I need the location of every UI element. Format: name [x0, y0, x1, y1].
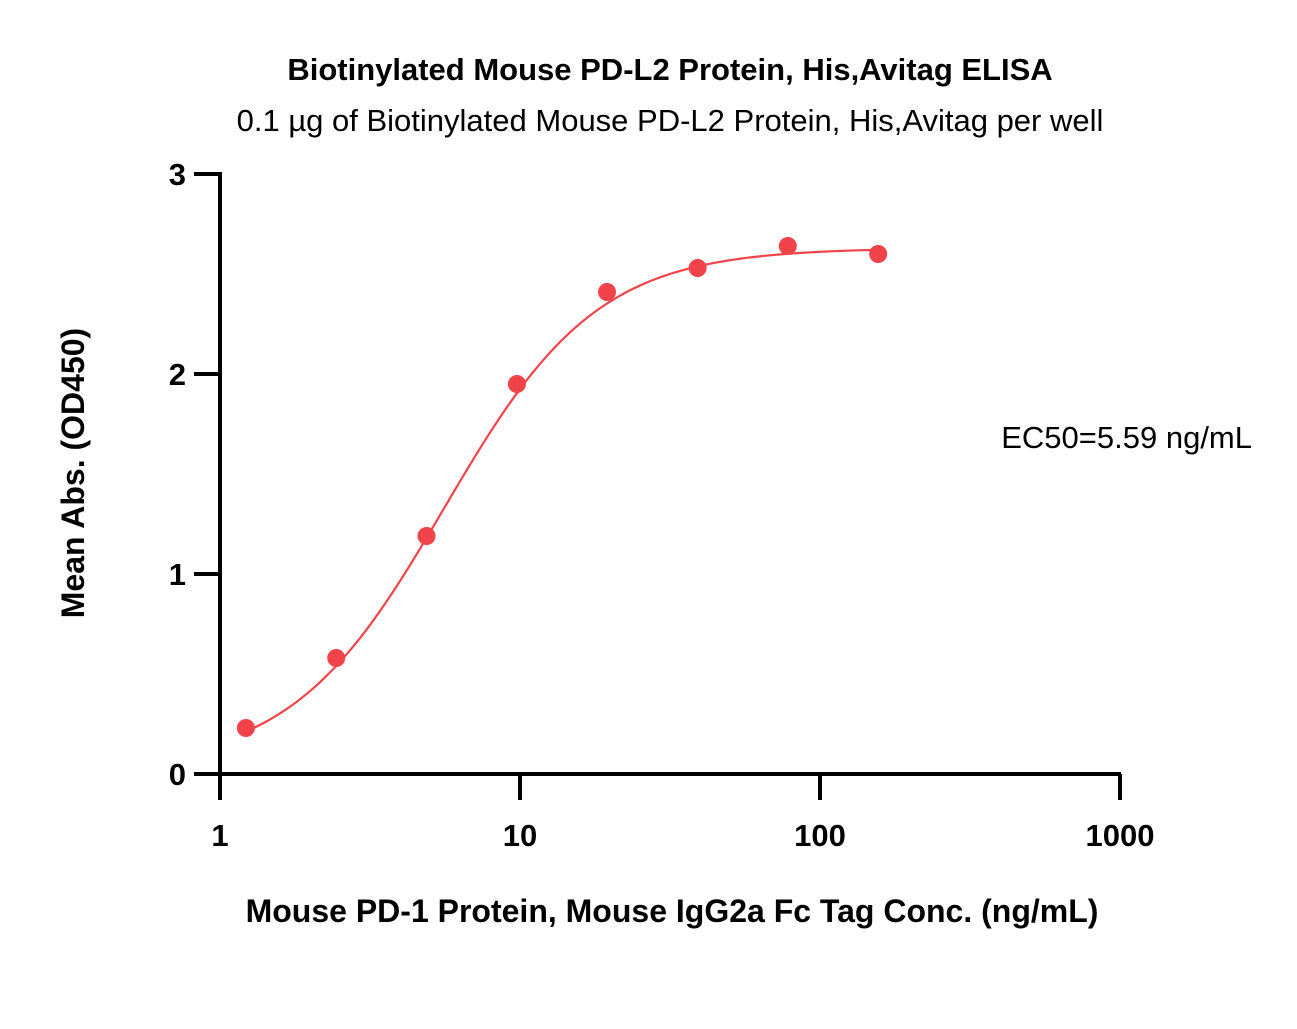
x-axis-ticks: 1 10 100 1000 [211, 774, 1154, 853]
y-tick-label: 2 [169, 357, 186, 392]
x-axis-label: Mouse PD-1 Protein, Mouse IgG2a Fc Tag C… [246, 893, 1099, 929]
fit-curve [245, 248, 879, 733]
chart-subtitle: 0.1 µg of Biotinylated Mouse PD-L2 Prote… [237, 103, 1104, 138]
y-axis-label: Mean Abs. (OD450) [55, 328, 91, 618]
y-tick-label: 1 [169, 557, 186, 592]
fit-curve-group [245, 248, 879, 733]
chart-title: Biotinylated Mouse PD-L2 Protein, His,Av… [287, 52, 1052, 87]
data-points [236, 237, 888, 737]
y-tick-label: 3 [169, 157, 186, 192]
ec50-annotation: EC50=5.59 ng/mL [1001, 420, 1252, 455]
data-point [417, 527, 436, 545]
data-point [688, 259, 707, 277]
x-tick-label: 10 [503, 818, 537, 853]
data-point [327, 649, 346, 667]
x-tick-label: 1000 [1086, 818, 1155, 853]
y-tick-label: 0 [169, 757, 186, 792]
data-point [507, 375, 526, 393]
data-point [869, 245, 888, 263]
data-point [236, 719, 255, 737]
data-point [598, 283, 617, 301]
y-axis-ticks: 0 1 2 3 [169, 157, 220, 792]
axes [218, 172, 1121, 776]
x-tick-label: 1 [211, 818, 228, 853]
x-tick-label: 100 [794, 818, 846, 853]
data-point [778, 237, 797, 255]
